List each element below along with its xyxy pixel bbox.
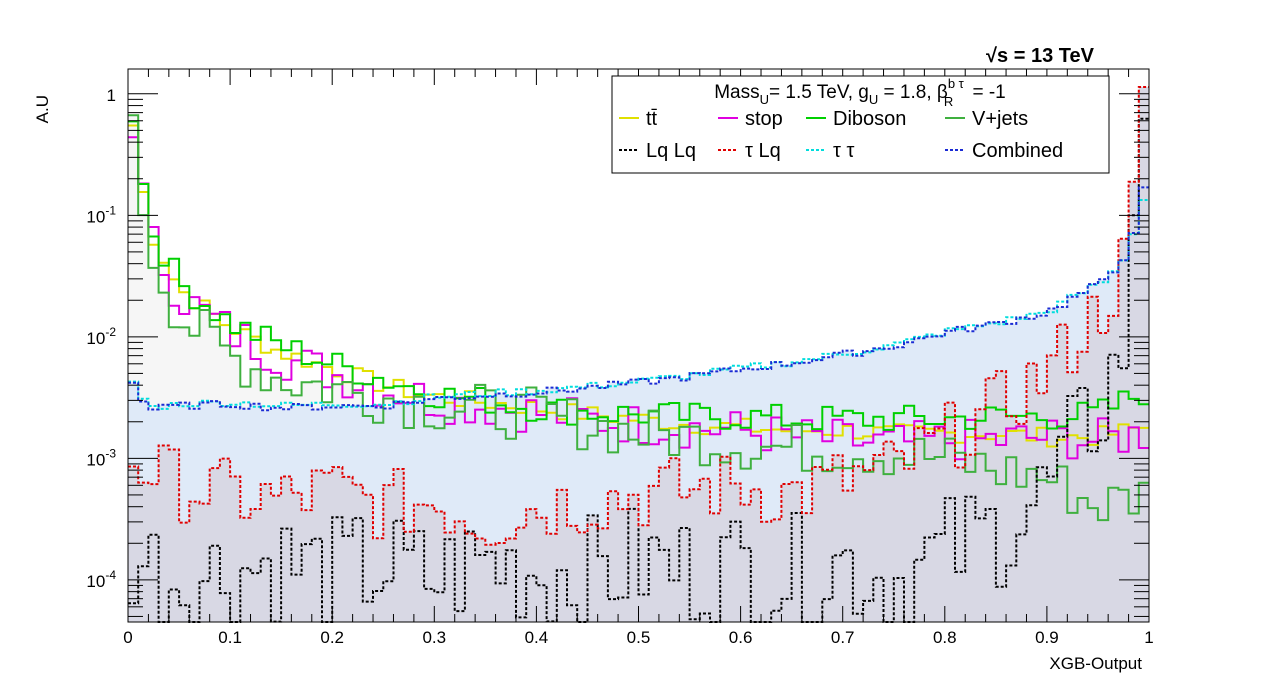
legend-label: stop <box>745 108 783 130</box>
x-tick-label: 0.4 <box>525 628 549 647</box>
x-tick-label: 0.6 <box>729 628 753 647</box>
y-tick-label: 1 <box>107 86 116 105</box>
legend-label: τ Lq <box>745 140 781 162</box>
legend-box <box>611 75 1110 174</box>
legend-label: tt̄ <box>646 108 658 130</box>
legend-label: V+jets <box>972 108 1028 130</box>
x-tick-label: 0.2 <box>320 628 344 647</box>
series-line-diboson <box>128 120 1149 431</box>
series-line--lq <box>128 86 1149 546</box>
fill-signal <box>128 87 1149 622</box>
y-tick-label: 10-2 <box>86 325 116 348</box>
legend-label: Lq Lq <box>646 140 696 162</box>
y-tick-label: 10-4 <box>86 568 116 591</box>
legend-entries: tt̄ stop Diboson V+jets Lq Lq τ Lq τ τ Combined <box>619 108 1063 162</box>
x-axis-label: XGB-Output <box>1049 654 1142 673</box>
x-tick-label: 0.9 <box>1035 628 1059 647</box>
x-tick-labels: 0 0.1 0.2 0.3 0.4 0.5 0.6 0.7 0.8 0.9 1 <box>123 628 1153 647</box>
energy-label: √s = 13 TeV <box>986 45 1095 67</box>
axis-ticks <box>127 69 1150 622</box>
x-tick-label: 0.5 <box>627 628 651 647</box>
legend-label: Diboson <box>833 108 906 130</box>
series-lines <box>128 86 1149 623</box>
x-tick-label: 0.1 <box>218 628 242 647</box>
series-line-lq-lq <box>128 117 1149 623</box>
x-tick-label: 0 <box>123 628 132 647</box>
x-tick-label: 0.8 <box>933 628 957 647</box>
x-tick-label: 0.3 <box>422 628 446 647</box>
x-tick-label: 1 <box>1144 628 1153 647</box>
y-tick-label: 10-1 <box>86 203 116 226</box>
y-tick-label: 10-3 <box>86 446 116 469</box>
y-tick-labels: 1 10-1 10-2 10-3 10-4 <box>86 86 116 591</box>
x-tick-label: 0.7 <box>831 628 855 647</box>
series-line-v-jets <box>128 114 1149 522</box>
y-axis-label: A.U <box>33 95 52 123</box>
legend-label: τ τ <box>833 140 854 162</box>
legend-label: Combined <box>972 140 1063 162</box>
